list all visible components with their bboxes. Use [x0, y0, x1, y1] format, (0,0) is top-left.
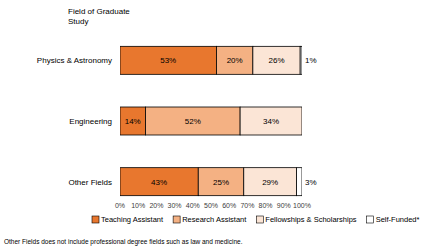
category-label: Physics & Astronomy	[37, 56, 112, 65]
tick-label: 80%	[259, 202, 273, 209]
bar-segment	[240, 107, 302, 135]
data-label: 20%	[227, 56, 243, 65]
bar-segment	[297, 168, 302, 196]
bars	[120, 46, 302, 195]
data-label: 14%	[125, 117, 141, 126]
data-label: 26%	[269, 56, 285, 65]
bar-segment	[120, 168, 198, 196]
data-label: 29%	[262, 178, 278, 187]
bar-segment	[244, 168, 297, 196]
footnote: Other Fields does not include profession…	[4, 238, 243, 246]
bar-segment	[253, 46, 300, 74]
legend-swatch	[256, 216, 263, 223]
bar-segment	[120, 107, 145, 135]
legend-label: Self-Funded*	[376, 215, 420, 224]
data-label: 43%	[151, 178, 167, 187]
legend-label: Fellowships & Scholarships	[265, 215, 357, 224]
data-label: 3%	[305, 178, 317, 187]
bar-segment	[300, 46, 302, 74]
chart: Field of GraduateStudy Physics & Astronom…	[0, 0, 441, 251]
tick-label: 10%	[131, 202, 145, 209]
category-label: Other Fields	[68, 178, 112, 187]
legend-swatch	[367, 216, 374, 223]
bar-segment	[145, 107, 240, 135]
axis-title: Field of GraduateStudy	[68, 7, 130, 26]
data-label: 52%	[185, 117, 201, 126]
bar-segment	[302, 107, 303, 135]
legend-label: Research Assistant	[182, 215, 247, 224]
tick-label: 0%	[115, 202, 125, 209]
data-label: 25%	[213, 178, 229, 187]
tick-label: 40%	[186, 202, 200, 209]
bar-segment	[120, 46, 216, 74]
legend-label: Teaching Assistant	[101, 215, 164, 224]
tick-label: 20%	[149, 202, 163, 209]
legend: Teaching Assistant Research Assistant Fell…	[92, 215, 419, 224]
data-label: 53%	[160, 56, 176, 65]
data-label: 1%	[305, 56, 317, 65]
bar-segment	[198, 168, 244, 196]
tick-label: 30%	[168, 202, 182, 209]
tick-label: 60%	[222, 202, 236, 209]
category-label: Engineering	[69, 117, 112, 126]
data-label: 34%	[263, 117, 279, 126]
legend-swatch	[92, 216, 99, 223]
bar-segment	[216, 46, 252, 74]
tick-label: 50%	[204, 202, 218, 209]
tick-label: 90%	[277, 202, 291, 209]
tick-label: 70%	[240, 202, 254, 209]
tick-label: 100%	[293, 202, 311, 209]
legend-swatch	[173, 216, 180, 223]
